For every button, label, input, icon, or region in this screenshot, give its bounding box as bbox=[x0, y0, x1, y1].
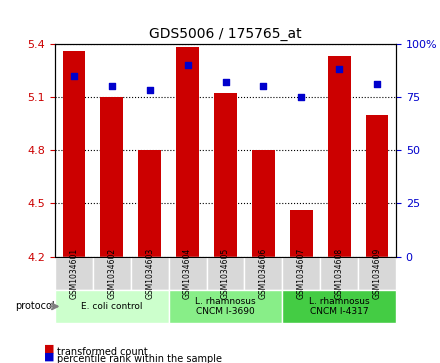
Bar bbox=[100, 97, 123, 257]
Text: L. rhamnosus
CNCM I-4317: L. rhamnosus CNCM I-4317 bbox=[309, 297, 370, 316]
Text: GSM1034605: GSM1034605 bbox=[221, 248, 230, 299]
Point bbox=[336, 66, 343, 72]
Text: E. coli control: E. coli control bbox=[81, 302, 143, 311]
Text: percentile rank within the sample: percentile rank within the sample bbox=[57, 354, 222, 363]
Text: ■: ■ bbox=[44, 344, 55, 354]
FancyBboxPatch shape bbox=[282, 290, 396, 323]
Point bbox=[260, 83, 267, 89]
Text: GSM1034604: GSM1034604 bbox=[183, 248, 192, 299]
Bar bbox=[214, 93, 237, 257]
Text: L. rhamnosus
CNCM I-3690: L. rhamnosus CNCM I-3690 bbox=[195, 297, 256, 316]
Point bbox=[108, 83, 115, 89]
Text: ■: ■ bbox=[44, 351, 55, 362]
FancyBboxPatch shape bbox=[55, 290, 169, 323]
Point bbox=[374, 81, 381, 87]
FancyBboxPatch shape bbox=[169, 257, 206, 290]
Bar bbox=[176, 47, 199, 257]
Point bbox=[184, 62, 191, 68]
Bar bbox=[366, 115, 389, 257]
Text: GSM1034608: GSM1034608 bbox=[335, 248, 344, 299]
FancyBboxPatch shape bbox=[55, 257, 93, 290]
Text: transformed count: transformed count bbox=[57, 347, 148, 357]
Point bbox=[298, 94, 305, 100]
Text: GSM1034607: GSM1034607 bbox=[297, 248, 306, 299]
Text: GSM1034601: GSM1034601 bbox=[70, 248, 78, 299]
Title: GDS5006 / 175765_at: GDS5006 / 175765_at bbox=[149, 27, 302, 41]
FancyBboxPatch shape bbox=[169, 290, 282, 323]
Text: GSM1034603: GSM1034603 bbox=[145, 248, 154, 299]
FancyBboxPatch shape bbox=[245, 257, 282, 290]
FancyBboxPatch shape bbox=[93, 257, 131, 290]
Point bbox=[146, 87, 153, 93]
Bar bbox=[328, 56, 351, 257]
Text: GSM1034609: GSM1034609 bbox=[373, 248, 381, 299]
Point bbox=[222, 79, 229, 85]
Point bbox=[70, 73, 77, 78]
Text: GSM1034606: GSM1034606 bbox=[259, 248, 268, 299]
FancyBboxPatch shape bbox=[282, 257, 320, 290]
Text: protocol: protocol bbox=[15, 301, 55, 311]
Bar bbox=[290, 211, 313, 257]
FancyBboxPatch shape bbox=[320, 257, 358, 290]
Bar bbox=[62, 51, 85, 257]
FancyBboxPatch shape bbox=[206, 257, 245, 290]
Text: GSM1034602: GSM1034602 bbox=[107, 248, 116, 299]
FancyBboxPatch shape bbox=[358, 257, 396, 290]
FancyBboxPatch shape bbox=[131, 257, 169, 290]
Bar bbox=[252, 150, 275, 257]
Bar bbox=[138, 150, 161, 257]
